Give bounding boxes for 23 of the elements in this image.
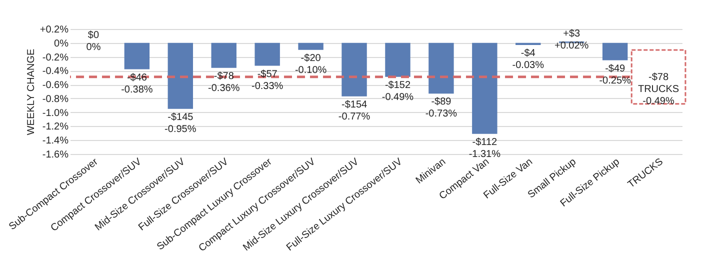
data-label: -$89 -0.73%: [425, 96, 458, 120]
data-label: -$49 -0.25%: [599, 63, 632, 86]
data-label: -$20 -0.10%: [294, 52, 327, 76]
data-label: -$112 -1.31%: [468, 136, 501, 160]
ref-line-label: -$78 TRUCKS -0.49%: [638, 72, 680, 107]
y-tick-label: -1.2%: [42, 122, 69, 133]
y-tick-label: 0%: [54, 38, 69, 50]
y-tick-label: -0.6%: [42, 80, 69, 92]
data-label: -$4 -0.03%: [512, 48, 544, 71]
data-label: +$3 +0.02%: [554, 28, 589, 52]
data-label: -$154 -0.77%: [338, 99, 370, 122]
y-tick-label: -1.0%: [42, 108, 69, 119]
y-tick-label: -0.4%: [42, 66, 69, 78]
data-label: -$152 -0.49%: [382, 80, 414, 103]
data-label: -$145 -0.95%: [164, 112, 196, 135]
y-tick-label: +0.2%: [40, 24, 69, 36]
data-label: -$78 -0.36%: [208, 70, 240, 94]
y-axis-title: WEEKLY CHANGE: [26, 48, 37, 136]
y-tick-label: -1.4%: [42, 136, 69, 147]
y-tick-label: -0.8%: [42, 94, 69, 105]
y-tick-label: -1.6%: [42, 150, 69, 160]
y-tick-label: -0.2%: [42, 52, 69, 64]
data-label: $0 0%: [86, 30, 101, 53]
